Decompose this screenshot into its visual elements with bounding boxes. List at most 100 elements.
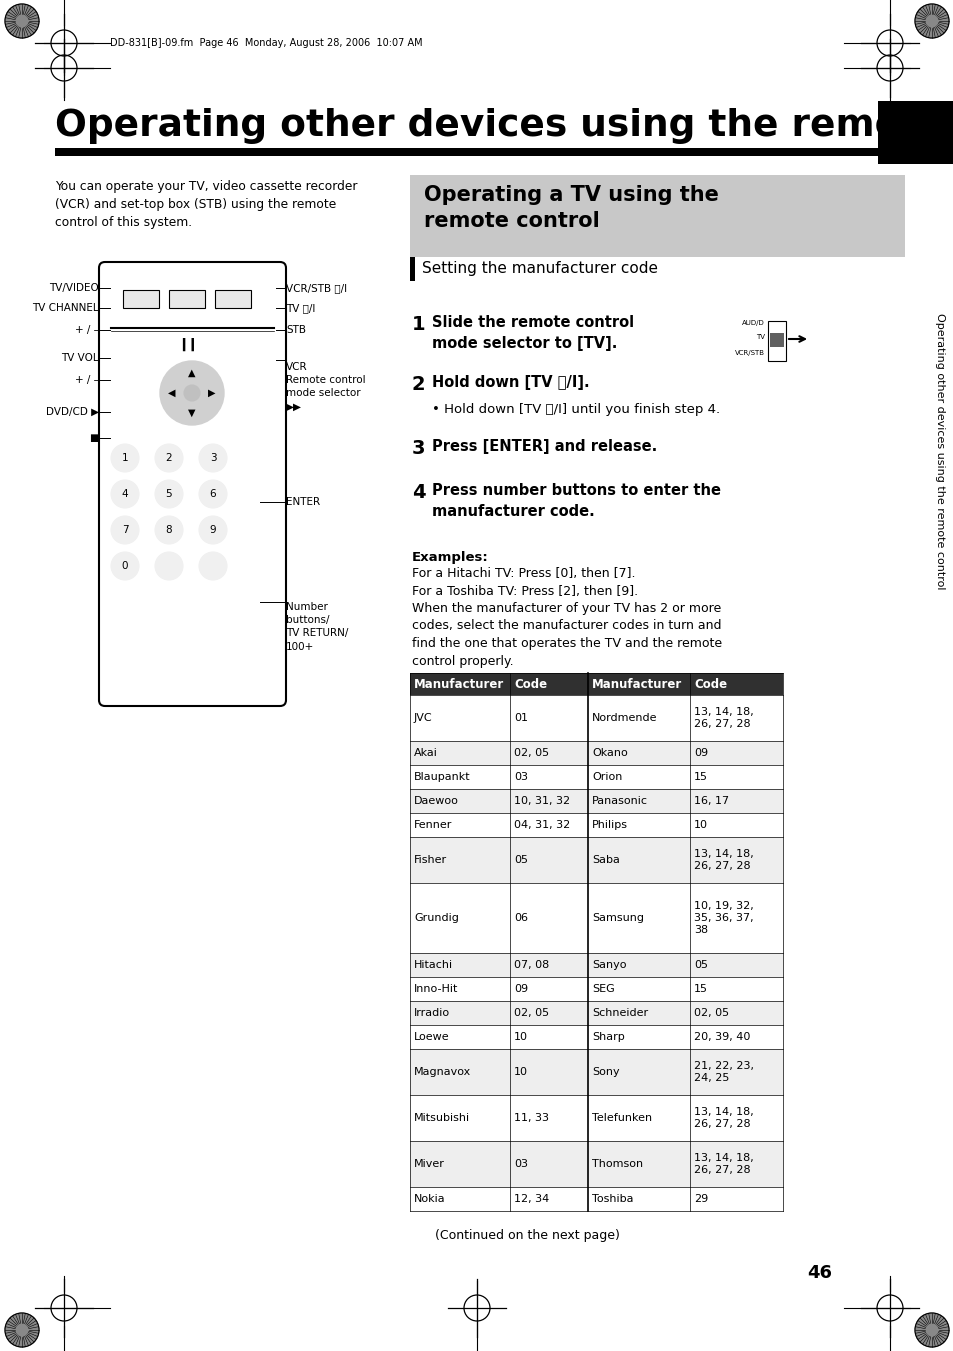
Bar bbox=[410, 1096, 782, 1142]
Text: 13, 14, 18,
26, 27, 28: 13, 14, 18, 26, 27, 28 bbox=[693, 1152, 753, 1175]
Text: 3: 3 bbox=[210, 453, 216, 463]
Text: DD-831[B]-09.fm  Page 46  Monday, August 28, 2006  10:07 AM: DD-831[B]-09.fm Page 46 Monday, August 2… bbox=[110, 38, 422, 49]
Text: 02, 05: 02, 05 bbox=[514, 748, 549, 758]
Text: DVD/CD ▶: DVD/CD ▶ bbox=[46, 407, 99, 417]
Circle shape bbox=[160, 361, 224, 426]
Circle shape bbox=[111, 553, 139, 580]
Text: 13, 14, 18,
26, 27, 28: 13, 14, 18, 26, 27, 28 bbox=[693, 1106, 753, 1129]
Text: You can operate your TV, video cassette recorder
(VCR) and set-top box (STB) usi: You can operate your TV, video cassette … bbox=[55, 180, 357, 230]
Text: Schneider: Schneider bbox=[592, 1008, 647, 1019]
Text: 09: 09 bbox=[693, 748, 707, 758]
Text: 9: 9 bbox=[210, 526, 216, 535]
Text: TV ⏻/I: TV ⏻/I bbox=[286, 303, 315, 313]
Text: TV VOL: TV VOL bbox=[61, 353, 99, 363]
Circle shape bbox=[111, 480, 139, 508]
Bar bbox=[410, 813, 782, 838]
Text: Philips: Philips bbox=[592, 820, 627, 830]
Text: 02, 05: 02, 05 bbox=[514, 1008, 549, 1019]
Text: 10, 19, 32,
35, 36, 37,
38: 10, 19, 32, 35, 36, 37, 38 bbox=[693, 901, 753, 935]
Text: For a Hitachi TV: Press [0], then [7].
For a Toshiba TV: Press [2], then [9].
Wh: For a Hitachi TV: Press [0], then [7]. F… bbox=[412, 567, 721, 667]
Text: Manufacturer: Manufacturer bbox=[414, 677, 504, 690]
Text: Magnavox: Magnavox bbox=[414, 1067, 471, 1077]
Text: 4: 4 bbox=[412, 484, 425, 503]
Text: + / –: + / – bbox=[75, 326, 99, 335]
Text: Thomson: Thomson bbox=[592, 1159, 642, 1169]
Bar bbox=[410, 1142, 782, 1188]
Text: TV/VIDEO: TV/VIDEO bbox=[50, 282, 99, 293]
Bar bbox=[410, 838, 782, 884]
Bar bbox=[410, 765, 782, 789]
Text: Nordmende: Nordmende bbox=[592, 713, 657, 723]
Text: Panasonic: Panasonic bbox=[592, 796, 647, 807]
Text: Daewoo: Daewoo bbox=[414, 796, 458, 807]
Text: 15: 15 bbox=[693, 984, 707, 994]
Text: 20, 39, 40: 20, 39, 40 bbox=[693, 1032, 750, 1042]
Text: VCR
Remote control
mode selector
▶▶: VCR Remote control mode selector ▶▶ bbox=[286, 362, 365, 412]
Text: Akai: Akai bbox=[414, 748, 437, 758]
Bar bbox=[410, 884, 782, 952]
Circle shape bbox=[154, 516, 183, 544]
Bar bbox=[55, 149, 899, 155]
Text: Operating a TV using the
remote control: Operating a TV using the remote control bbox=[423, 185, 719, 231]
FancyBboxPatch shape bbox=[99, 262, 286, 707]
Text: 05: 05 bbox=[693, 961, 707, 970]
Text: 15: 15 bbox=[693, 771, 707, 782]
Bar bbox=[410, 952, 782, 977]
Text: Number
buttons/
TV RETURN/
100+: Number buttons/ TV RETURN/ 100+ bbox=[286, 603, 348, 651]
Text: 2: 2 bbox=[166, 453, 172, 463]
Text: 4: 4 bbox=[122, 489, 128, 499]
Text: Setting the manufacturer code: Setting the manufacturer code bbox=[421, 262, 658, 277]
Text: TV: TV bbox=[755, 334, 764, 340]
Text: 04, 31, 32: 04, 31, 32 bbox=[514, 820, 570, 830]
Circle shape bbox=[199, 553, 227, 580]
Text: Sanyo: Sanyo bbox=[592, 961, 626, 970]
Bar bbox=[410, 257, 415, 281]
Bar bbox=[877, 101, 953, 163]
Text: • Hold down [TV ⏻/I] until you finish step 4.: • Hold down [TV ⏻/I] until you finish st… bbox=[432, 403, 720, 416]
Text: 8: 8 bbox=[166, 526, 172, 535]
Circle shape bbox=[111, 444, 139, 471]
Text: AUD/D: AUD/D bbox=[741, 320, 764, 326]
Text: 07, 08: 07, 08 bbox=[514, 961, 549, 970]
Text: 05: 05 bbox=[514, 855, 527, 865]
Text: 06: 06 bbox=[514, 913, 527, 923]
Text: VCR/STB: VCR/STB bbox=[734, 350, 764, 357]
Text: SEG: SEG bbox=[592, 984, 614, 994]
Bar bbox=[410, 1048, 782, 1096]
Circle shape bbox=[199, 444, 227, 471]
Text: 10: 10 bbox=[514, 1032, 527, 1042]
Text: Telefunken: Telefunken bbox=[592, 1113, 652, 1123]
Text: 46: 46 bbox=[806, 1265, 832, 1282]
Circle shape bbox=[111, 516, 139, 544]
Text: 1: 1 bbox=[122, 453, 128, 463]
Circle shape bbox=[914, 1313, 948, 1347]
Text: 21, 22, 23,
24, 25: 21, 22, 23, 24, 25 bbox=[693, 1061, 753, 1084]
Text: ▲: ▲ bbox=[188, 367, 195, 378]
Bar bbox=[410, 1025, 782, 1048]
Text: Irradio: Irradio bbox=[414, 1008, 450, 1019]
Bar bbox=[410, 977, 782, 1001]
Text: Press [ENTER] and release.: Press [ENTER] and release. bbox=[432, 439, 657, 454]
Text: 10: 10 bbox=[514, 1067, 527, 1077]
Text: Loewe: Loewe bbox=[414, 1032, 449, 1042]
Text: 6: 6 bbox=[210, 489, 216, 499]
Text: 01: 01 bbox=[514, 713, 527, 723]
Text: Samsung: Samsung bbox=[592, 913, 643, 923]
Text: 03: 03 bbox=[514, 1159, 527, 1169]
Text: Slide the remote control
mode selector to [TV].: Slide the remote control mode selector t… bbox=[432, 315, 634, 351]
Text: Code: Code bbox=[693, 677, 726, 690]
Text: 03: 03 bbox=[514, 771, 527, 782]
Text: Toshiba: Toshiba bbox=[592, 1194, 633, 1204]
Text: Saba: Saba bbox=[592, 855, 619, 865]
Text: 02, 05: 02, 05 bbox=[693, 1008, 728, 1019]
Text: ENTER: ENTER bbox=[286, 497, 320, 507]
Bar bbox=[169, 290, 205, 308]
Circle shape bbox=[154, 553, 183, 580]
Circle shape bbox=[914, 4, 948, 38]
Text: 11, 33: 11, 33 bbox=[514, 1113, 548, 1123]
Circle shape bbox=[154, 444, 183, 471]
Text: 3: 3 bbox=[412, 439, 425, 458]
Bar bbox=[410, 740, 782, 765]
Text: + / –: + / – bbox=[75, 376, 99, 385]
Text: Blaupankt: Blaupankt bbox=[414, 771, 470, 782]
